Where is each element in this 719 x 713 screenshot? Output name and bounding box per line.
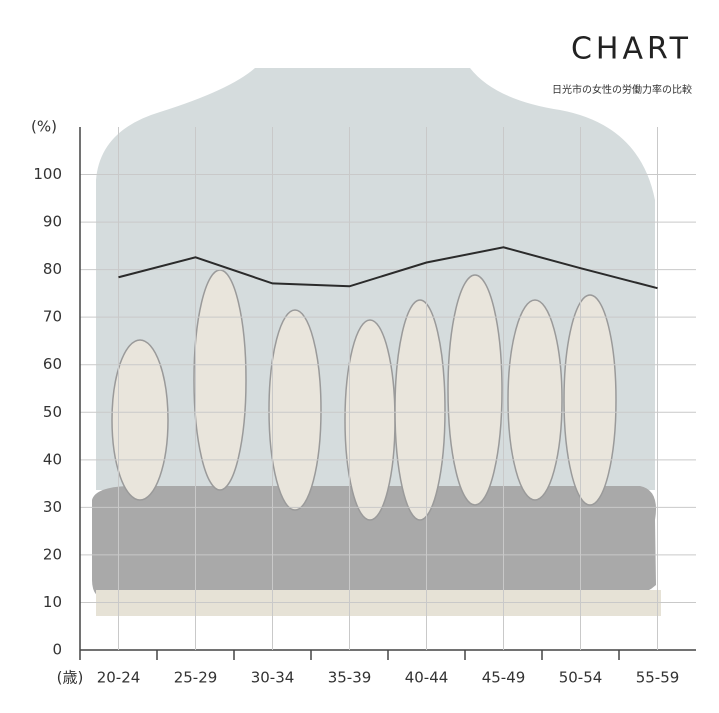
y-tick-label: 70: [43, 308, 62, 326]
y-axis-label: (%): [31, 118, 57, 136]
y-tick-label: 90: [43, 213, 62, 231]
x-tick-label: 55-59: [636, 669, 680, 687]
y-tick-label: 0: [52, 641, 62, 659]
y-tick-label: 80: [43, 260, 62, 278]
y-tick-label: 60: [43, 355, 62, 373]
y-tick-label: 10: [43, 593, 62, 611]
y-tick-label: 40: [43, 450, 62, 468]
chart-title: CHART: [571, 32, 692, 67]
chart: 0 10 20 30 40 50 60 70 80 90 100 20-24 25-29 30-34 35-…: [0, 0, 719, 713]
chart-subtitle: 日光市の女性の労働力率の比較: [552, 83, 692, 96]
background-illustration: [92, 68, 661, 616]
x-tick-label: 35-39: [328, 669, 372, 687]
y-tick-label: 20: [43, 545, 62, 563]
x-tick-label: 20-24: [97, 669, 141, 687]
y-tick-label: 100: [33, 165, 62, 183]
x-axis-label: (歳): [57, 669, 84, 687]
x-tick-label: 40-44: [405, 669, 449, 687]
x-tick-label: 25-29: [174, 669, 218, 687]
y-tick-label: 50: [43, 403, 62, 421]
y-tick-label: 30: [43, 498, 62, 516]
x-tick-label: 30-34: [251, 669, 295, 687]
x-tick-label: 50-54: [559, 669, 603, 687]
x-tick-label: 45-49: [482, 669, 526, 687]
